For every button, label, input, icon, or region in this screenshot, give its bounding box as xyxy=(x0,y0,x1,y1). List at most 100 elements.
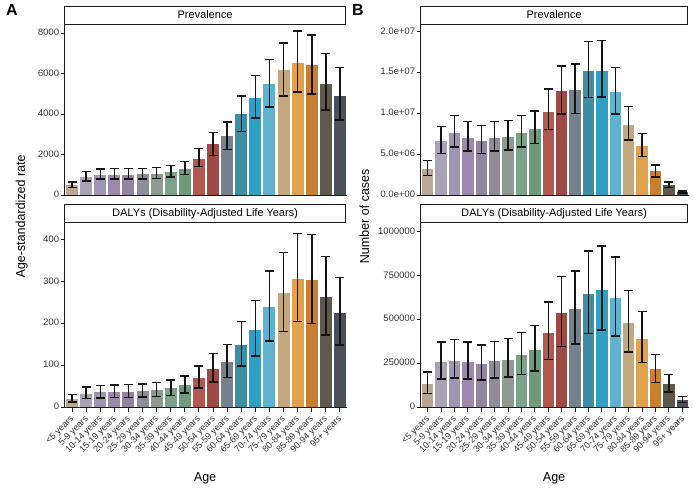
error-bar-cap-upper xyxy=(543,301,553,303)
error-bar-line xyxy=(170,380,172,396)
bar xyxy=(164,171,177,195)
y-tick-label: 2000 xyxy=(37,148,59,160)
y-tick-mark xyxy=(61,154,65,156)
facet-title: Prevalence xyxy=(64,6,346,25)
error-bar-cap-upper xyxy=(450,338,459,341)
error-bar-line xyxy=(560,65,563,115)
facet-title: DALYs (Disability-Adjusted Life Years) xyxy=(420,204,688,223)
x-tick-mark xyxy=(521,408,522,412)
error-bar-line xyxy=(184,161,186,175)
bar xyxy=(249,329,262,407)
error-bar-cap-upper xyxy=(543,88,553,90)
error-bar-cap-lower xyxy=(264,340,274,342)
error-bar-line xyxy=(113,384,116,398)
bar xyxy=(609,298,621,407)
error-bar-cap-upper xyxy=(180,160,190,163)
error-bar-line xyxy=(560,276,563,347)
error-bar-cap-upper xyxy=(222,121,232,123)
error-bar-cap-upper xyxy=(279,42,289,44)
error-bar-cap-upper xyxy=(264,270,274,272)
error-bar-cap-lower xyxy=(335,119,345,121)
error-bar-cap-lower xyxy=(166,394,176,397)
error-bar-line xyxy=(480,125,483,154)
bar xyxy=(178,385,191,407)
error-bar-line xyxy=(520,332,523,375)
x-tick-mark xyxy=(561,408,563,412)
y-tick-label: 400 xyxy=(43,233,59,245)
error-bar-cap-upper xyxy=(67,393,77,396)
error-bar-cap-upper xyxy=(81,386,91,388)
error-bar-line xyxy=(268,59,271,107)
x-tick-mark xyxy=(254,408,256,412)
error-bar-line xyxy=(282,43,285,96)
panel-label-b: B xyxy=(352,2,364,19)
x-tick-mark xyxy=(588,408,589,412)
x-tick-mark xyxy=(212,408,214,412)
error-bar-cap-lower xyxy=(476,152,486,155)
error-bar-line xyxy=(212,353,214,382)
error-bar-line xyxy=(440,126,442,154)
error-bar-cap-upper xyxy=(222,343,232,346)
error-bar-cap-upper xyxy=(463,341,473,343)
bar xyxy=(333,312,346,407)
x-tick-mark xyxy=(339,408,341,412)
bar xyxy=(207,368,220,407)
y-tick-mark xyxy=(61,364,65,366)
error-bar-cap-lower xyxy=(463,378,473,380)
error-bar-cap-upper xyxy=(293,232,303,235)
error-bar-cap-lower xyxy=(166,176,176,178)
x-tick-mark xyxy=(226,408,228,412)
error-bar-cap-upper xyxy=(166,379,176,381)
error-bar-cap-lower xyxy=(503,149,513,151)
x-tick-mark xyxy=(325,408,327,412)
bar xyxy=(435,141,447,195)
error-bar-line xyxy=(184,376,186,394)
bar xyxy=(422,384,434,407)
x-tick-mark xyxy=(113,408,115,412)
bar xyxy=(150,390,163,407)
error-bar-line xyxy=(141,168,144,179)
error-bar-line xyxy=(426,371,429,394)
error-bar-cap-lower xyxy=(543,128,553,131)
y-axis-title-left: Age-standardized rate xyxy=(14,154,28,278)
error-bar-cap-lower xyxy=(67,401,77,403)
bar xyxy=(435,362,447,407)
error-bar-cap-lower xyxy=(250,117,260,119)
bar xyxy=(291,63,304,195)
error-bar-cap-lower xyxy=(597,329,607,331)
error-bar-line xyxy=(601,40,603,97)
error-bar-line xyxy=(198,366,200,389)
error-bar-cap-lower xyxy=(279,330,289,333)
error-bar-line xyxy=(296,233,299,322)
error-bar-line xyxy=(155,382,158,397)
error-bar-line xyxy=(641,311,643,363)
bar xyxy=(623,124,635,195)
error-bar-cap-lower xyxy=(584,96,593,99)
y-tick-mark xyxy=(61,239,65,241)
error-bar-line xyxy=(534,110,536,144)
x-tick-mark xyxy=(268,408,270,412)
error-bar-cap-upper xyxy=(321,52,331,55)
error-bar-cap-upper xyxy=(490,120,500,123)
error-bar-cap-upper xyxy=(236,95,246,97)
error-bar-line xyxy=(339,277,341,346)
error-bar-line xyxy=(311,234,313,324)
y-tick-label: 5.0e+06 xyxy=(380,148,415,160)
error-bar-cap-lower xyxy=(208,154,218,157)
bar xyxy=(108,391,121,407)
error-bar-cap-lower xyxy=(307,93,317,95)
y-tick-label: 4000 xyxy=(37,108,59,120)
error-bar-cap-lower xyxy=(123,396,133,399)
error-bar-cap-lower xyxy=(677,192,687,194)
error-bar-cap-lower xyxy=(637,361,647,364)
error-bar-cap-lower xyxy=(543,358,553,361)
y-tick-label: 1000000 xyxy=(378,225,415,237)
y-tick-label: 2.0e+07 xyxy=(380,25,415,37)
x-tick-mark xyxy=(297,408,299,412)
x-tick-mark xyxy=(142,408,144,412)
error-bar-line xyxy=(198,148,200,167)
error-bar-line xyxy=(627,290,630,352)
error-bar-line xyxy=(296,31,299,92)
error-bar-cap-upper xyxy=(95,384,105,386)
y-tick-label: 750000 xyxy=(383,269,415,281)
